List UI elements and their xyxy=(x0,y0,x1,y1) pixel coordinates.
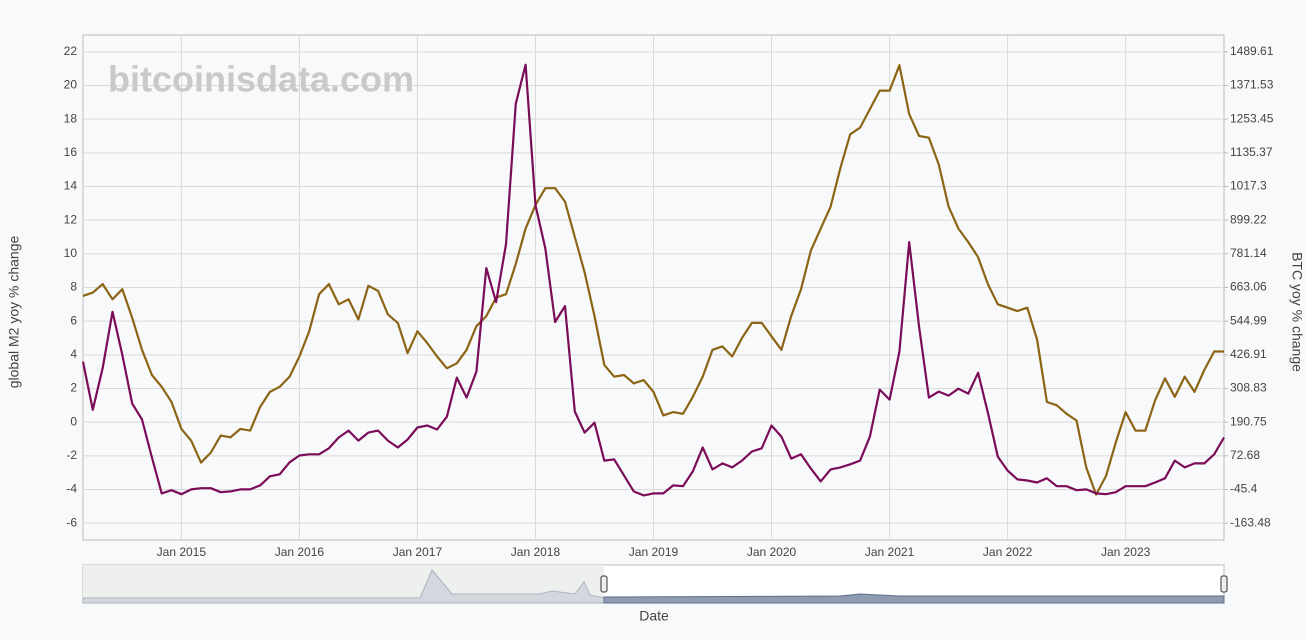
y2-tick-label: 72.68 xyxy=(1230,448,1260,462)
series-line xyxy=(81,63,1225,497)
y2-tick-label: 1371.53 xyxy=(1230,78,1274,92)
y-tick-label: -2 xyxy=(66,448,77,462)
y2-tick-label: 1253.45 xyxy=(1230,111,1274,125)
y-tick-label: 8 xyxy=(70,280,77,294)
y2-tick-label: 663.06 xyxy=(1230,280,1267,294)
y2-tick-label: 1017.3 xyxy=(1230,179,1267,193)
y2-tick-label: -163.48 xyxy=(1230,515,1271,529)
y2-tick-label: 899.22 xyxy=(1230,212,1267,226)
x-tick-label: Jan 2021 xyxy=(865,545,915,559)
y2-tick-label: 544.99 xyxy=(1230,313,1267,327)
y-tick-label: 12 xyxy=(64,212,78,226)
y2-tick-label: 426.91 xyxy=(1230,347,1267,361)
y2-tick-label: 308.83 xyxy=(1230,381,1267,395)
x-tick-label: Jan 2017 xyxy=(393,545,443,559)
x-tick-label: Jan 2022 xyxy=(983,545,1033,559)
y-tick-label: -6 xyxy=(66,515,77,529)
y-tick-label: 10 xyxy=(64,246,78,260)
y2-tick-label: 1135.37 xyxy=(1230,145,1273,159)
y2-tick-label: 781.14 xyxy=(1230,246,1267,260)
y2-tick-label: 1489.61 xyxy=(1230,44,1274,58)
slider-handle[interactable] xyxy=(600,575,608,593)
series-line xyxy=(82,64,1224,496)
y-axis-title: global M2 yoy % change xyxy=(6,236,22,389)
slider-handle[interactable] xyxy=(1220,575,1228,593)
x-tick-label: Jan 2019 xyxy=(629,545,679,559)
y-tick-label: -4 xyxy=(66,482,77,496)
range-slider[interactable] xyxy=(82,564,1228,604)
x-tick-label: Jan 2015 xyxy=(157,545,207,559)
y2-tick-label: -45.4 xyxy=(1230,482,1258,496)
y-tick-label: 14 xyxy=(64,179,78,193)
y2-axis-title: BTC yoy % change xyxy=(1289,252,1305,372)
x-tick-label: Jan 2023 xyxy=(1101,545,1151,559)
y-tick-label: 18 xyxy=(64,111,78,125)
y2-tick-label: 190.75 xyxy=(1230,414,1267,428)
y-tick-label: 0 xyxy=(70,414,77,428)
y-tick-label: 4 xyxy=(70,347,77,361)
y-tick-label: 20 xyxy=(64,78,78,92)
y-tick-label: 16 xyxy=(64,145,78,159)
x-axis-title: Date xyxy=(639,608,669,624)
x-tick-label: Jan 2018 xyxy=(511,545,561,559)
y-tick-label: 22 xyxy=(64,44,78,58)
slider-preview xyxy=(603,593,1225,604)
watermark: bitcoinisdata.com xyxy=(108,59,414,100)
y-tick-label: 6 xyxy=(70,313,77,327)
y-tick-label: 2 xyxy=(70,381,77,395)
x-tick-label: Jan 2016 xyxy=(275,545,325,559)
x-tick-label: Jan 2020 xyxy=(747,545,797,559)
